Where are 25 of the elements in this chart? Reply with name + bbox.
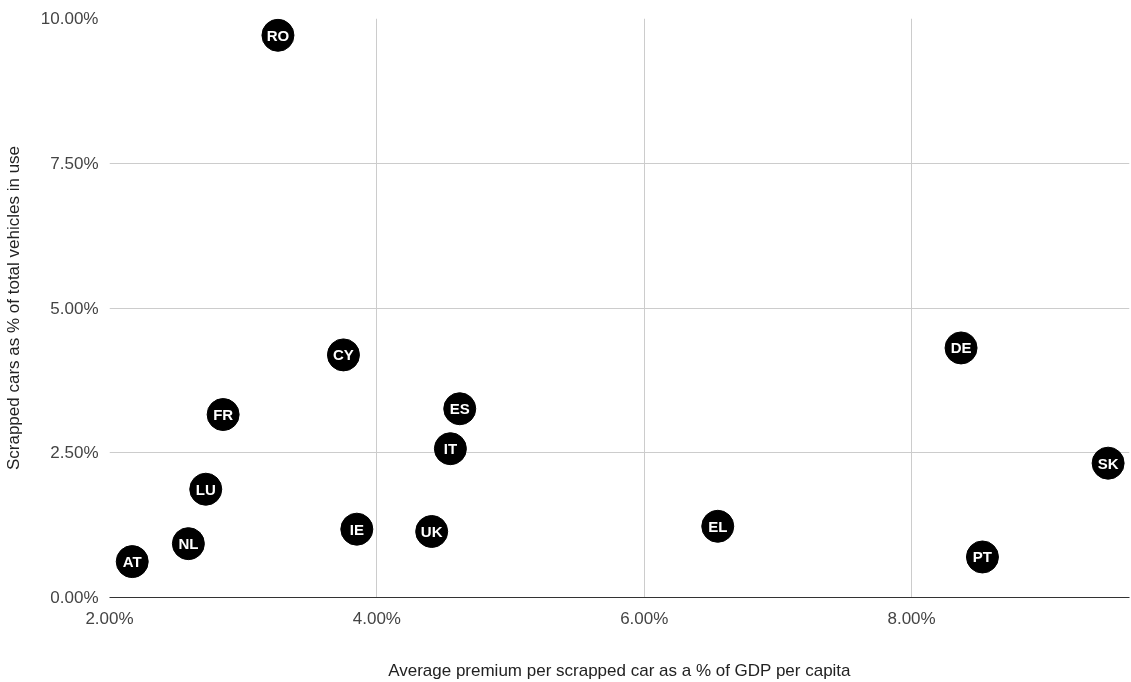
- annotation: FR: [213, 406, 234, 424]
- x-tick-label: 2.00%: [85, 608, 134, 628]
- annotation: NL: [178, 535, 199, 553]
- annotation: RO: [266, 26, 290, 44]
- x-axis-title: Average premium per scrapped car as a % of GDP per capita: [388, 660, 852, 680]
- annotation: IT: [443, 440, 458, 458]
- annotation: SK: [1097, 454, 1119, 472]
- y-tick-label: 0.00%: [50, 588, 99, 607]
- y-tick-label: 5.00%: [50, 298, 99, 318]
- y-tick-label: 2.50%: [50, 443, 99, 463]
- x-tick-label: 4.00%: [352, 608, 401, 628]
- annotation: LU: [195, 480, 216, 498]
- y-tick-label: 7.50%: [50, 153, 99, 173]
- annotation: ES: [449, 400, 470, 418]
- annotation: PT: [972, 548, 993, 566]
- x-tick-label: 8.00%: [887, 608, 936, 628]
- annotation: DE: [950, 339, 972, 357]
- y-axis-title: Scrapped cars as % of total vehicles in use: [3, 145, 23, 471]
- annotation: IE: [349, 520, 364, 538]
- annotation: AT: [122, 553, 142, 571]
- annotation: UK: [420, 522, 443, 540]
- y-tick-label: 10.00%: [40, 9, 99, 28]
- annotation: EL: [708, 517, 728, 535]
- annotation: CY: [333, 346, 354, 364]
- x-tick-label: 6.00%: [620, 608, 669, 628]
